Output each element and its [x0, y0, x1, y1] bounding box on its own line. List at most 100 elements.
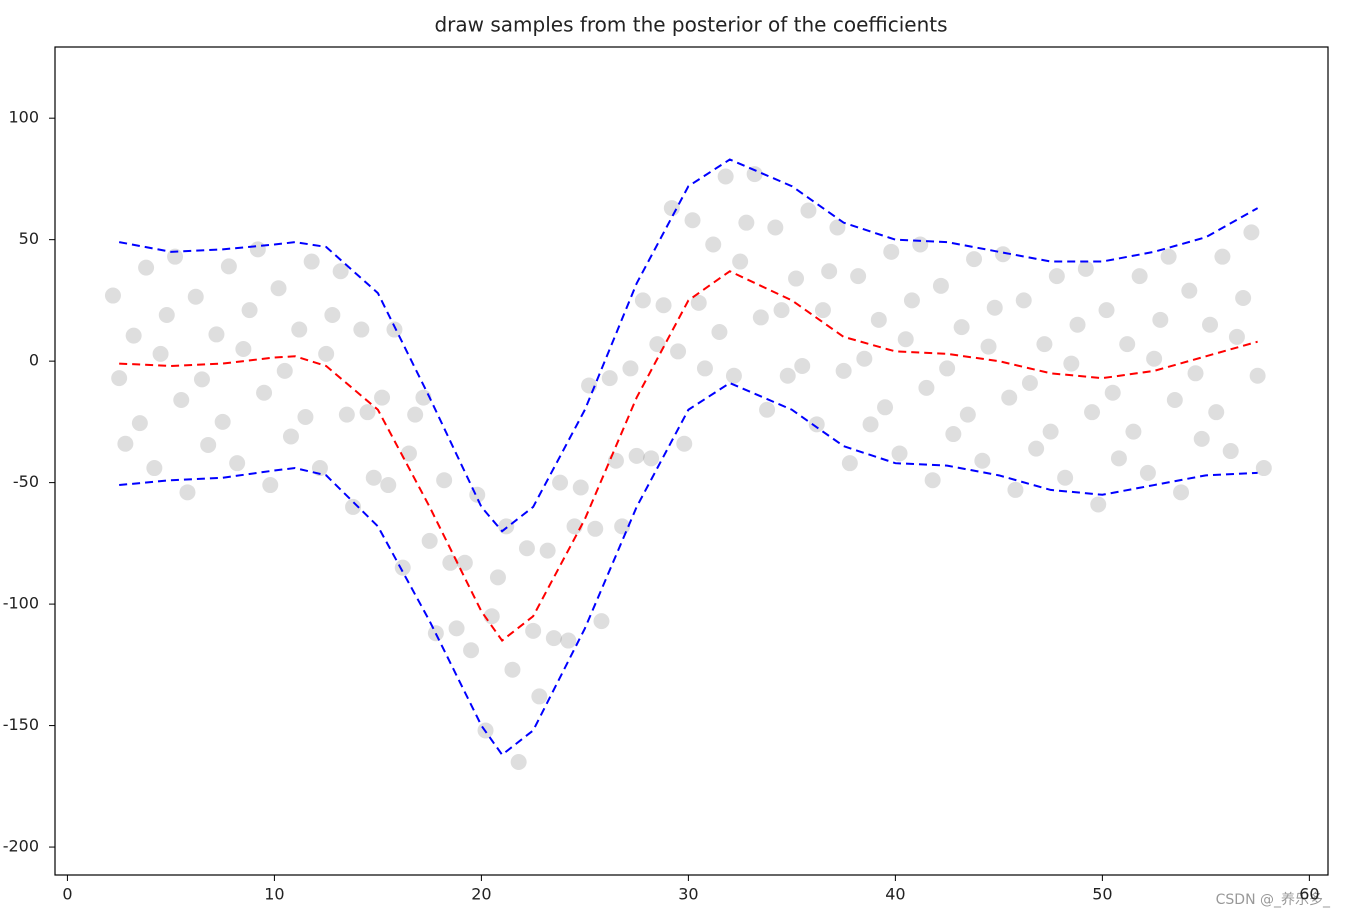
sample-point — [303, 253, 320, 270]
sample-point — [1042, 423, 1059, 440]
sample-point — [539, 542, 556, 559]
sample-point — [779, 367, 796, 384]
sample-point — [276, 362, 293, 379]
sample-point — [560, 632, 577, 649]
sample-point — [966, 251, 983, 268]
sample-point — [705, 236, 722, 253]
sample-point — [717, 168, 734, 185]
sample-point — [504, 661, 521, 678]
sample-point — [980, 338, 997, 355]
y-tick-label: -150 — [3, 715, 39, 734]
sample-point — [986, 299, 1003, 316]
sample-point — [1015, 292, 1032, 309]
curve — [119, 381, 1258, 757]
sample-point — [291, 321, 308, 338]
sample-point — [1090, 496, 1107, 513]
sample-point — [359, 404, 376, 421]
sample-point — [545, 630, 562, 647]
sample-point — [634, 292, 651, 309]
sample-point — [622, 360, 639, 377]
sample-point — [932, 277, 949, 294]
sample-point — [587, 520, 604, 537]
sample-point — [773, 302, 790, 319]
sample-point — [870, 311, 887, 328]
sample-point — [1214, 248, 1231, 265]
x-tick-label: 20 — [471, 885, 491, 904]
sample-point — [808, 416, 825, 433]
sample-point — [891, 445, 908, 462]
sample-point — [353, 321, 370, 338]
sample-point — [725, 367, 742, 384]
sample-point — [649, 336, 666, 353]
sample-point — [593, 613, 610, 630]
sample-point — [489, 569, 506, 586]
sample-point — [483, 608, 500, 625]
sample-point — [386, 321, 403, 338]
sample-point — [581, 377, 598, 394]
sample-point — [788, 270, 805, 287]
sample-point — [945, 426, 962, 443]
sample-point — [829, 219, 846, 236]
sample-point — [152, 345, 169, 362]
sample-point — [1048, 268, 1065, 285]
sample-point — [924, 472, 941, 489]
sample-point — [953, 319, 970, 336]
sample-point — [1119, 336, 1136, 353]
sample-point — [767, 219, 784, 236]
sample-point — [1255, 460, 1272, 477]
sample-point — [525, 622, 542, 639]
sample-point — [800, 202, 817, 219]
sample-point — [676, 435, 693, 452]
sample-point — [794, 358, 811, 375]
sample-point — [1125, 423, 1142, 440]
sample-point — [738, 214, 755, 231]
sample-point — [670, 343, 687, 360]
sample-point — [1202, 316, 1219, 333]
y-tick-label: -200 — [3, 837, 39, 856]
sample-point — [643, 450, 660, 467]
sample-point — [1028, 440, 1045, 457]
sample-point — [903, 292, 920, 309]
sample-point — [1110, 450, 1127, 467]
sample-point — [1146, 350, 1163, 367]
sample-point — [111, 370, 128, 387]
sample-point — [614, 518, 631, 535]
sample-point — [1069, 316, 1086, 333]
sample-point — [918, 379, 935, 396]
sample-point — [877, 399, 894, 416]
curve — [118, 158, 1259, 533]
sample-point — [241, 302, 258, 319]
sample-point — [959, 406, 976, 423]
sample-point — [229, 455, 246, 472]
sample-point — [1235, 289, 1252, 306]
sample-point — [214, 413, 231, 430]
sample-point — [696, 360, 713, 377]
sample-point — [1187, 365, 1204, 382]
sample-point — [158, 306, 175, 323]
sample-point — [345, 498, 362, 515]
sample-point — [138, 259, 155, 276]
sample-point — [939, 360, 956, 377]
sample-point — [572, 479, 589, 496]
sample-point — [374, 389, 391, 406]
sample-point — [746, 166, 763, 183]
sample-point — [628, 447, 645, 464]
sample-point — [690, 294, 707, 311]
sample-point — [1001, 389, 1018, 406]
x-tick-label: 0 — [62, 885, 72, 904]
sample-point — [436, 472, 453, 489]
sample-point — [995, 246, 1012, 263]
sample-point — [498, 518, 515, 535]
sample-point — [173, 392, 190, 409]
x-tick-label: 10 — [264, 885, 284, 904]
sample-point — [318, 345, 335, 362]
sample-point — [1181, 282, 1198, 299]
x-tick-label: 50 — [1092, 885, 1112, 904]
sample-point — [1077, 260, 1094, 277]
sample-point — [850, 268, 867, 285]
sample-point — [1243, 224, 1260, 241]
sample-point — [220, 258, 237, 275]
sample-point — [146, 460, 163, 477]
sample-point — [759, 401, 776, 418]
